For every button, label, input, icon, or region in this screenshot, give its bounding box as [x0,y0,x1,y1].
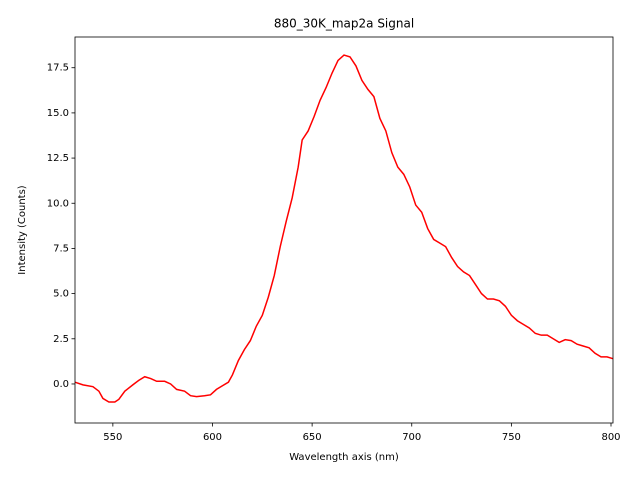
y-axis-label: Intensity (Counts) [17,185,28,275]
y-tick-label: 2.5 [53,334,69,345]
y-tick-label: 7.5 [53,243,69,254]
x-axis-label: Wavelength axis (nm) [289,452,399,463]
x-tick-label: 800 [601,432,620,443]
x-tick-label: 550 [103,432,122,443]
plot-frame [74,36,614,424]
y-tick-label: 5.0 [53,289,69,300]
data-line [74,54,614,403]
x-tick-label: 750 [502,432,521,443]
y-tick-label: 17.5 [47,63,69,74]
chart-title: 880_30K_map2a Signal [274,17,414,31]
y-tick-label: 12.5 [47,153,69,164]
x-tick-label: 650 [303,432,322,443]
x-tick-label: 700 [402,432,421,443]
y-tick-label: 15.0 [47,108,69,119]
x-tick-label: 600 [203,432,222,443]
y-tick-label: 10.0 [47,198,69,209]
y-tick-label: 0.0 [53,379,69,390]
